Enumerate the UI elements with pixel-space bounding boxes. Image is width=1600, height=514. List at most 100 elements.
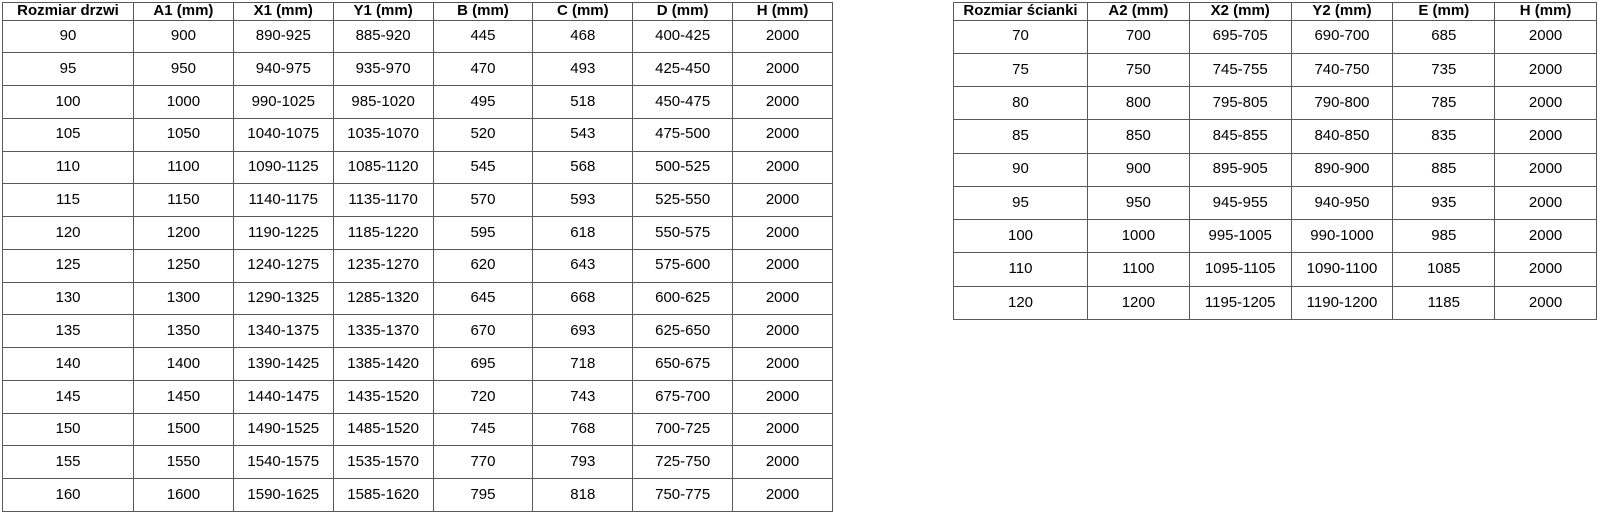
table-cell: 2000: [1494, 219, 1597, 254]
header-row: Rozmiar ścianki A2 (mm) X2 (mm) Y2 (mm) E (m…: [953, 2, 1597, 21]
table-cell: 845-855: [1188, 119, 1292, 154]
table-cell: 1235-1270: [332, 248, 434, 283]
row-size-cell: 140: [2, 347, 134, 381]
table-cell: 1135-1170: [332, 183, 434, 218]
table-cell: 425-450: [632, 52, 734, 87]
table-row: 75 750 745-755 740-750 735 2000: [953, 52, 1597, 88]
table-cell: 1140-1175: [232, 183, 334, 218]
table-cell: 940-950: [1290, 185, 1394, 221]
door-table-container: Rozmiar drzwi A1 (mm) X1 (mm) Y1 (mm) B (mm)…: [2, 2, 833, 512]
table-cell: 818: [532, 478, 634, 512]
table-cell: 1190-1225: [232, 216, 334, 250]
table-cell: 695-705: [1188, 19, 1292, 54]
column-header: D (mm): [632, 2, 734, 21]
table-row: 90 900 895-905 890-900 885 2000: [953, 152, 1597, 187]
table-cell: 750: [1087, 52, 1190, 88]
table-cell: 1535-1570: [332, 445, 434, 480]
table-cell: 668: [532, 281, 634, 316]
table-row: 145 1450 1440-1475 1435-1520 720 743 675-700 20…: [2, 379, 833, 414]
table-cell: 990-1000: [1290, 219, 1394, 254]
column-header: Rozmiar ścianki: [953, 2, 1088, 21]
table-cell: 690-700: [1290, 19, 1394, 54]
table-cell: 2000: [732, 52, 833, 87]
table-cell: 2000: [732, 314, 833, 349]
table-cell: 1050: [133, 117, 234, 152]
table-cell: 493: [532, 52, 634, 87]
table-cell: 1250: [133, 248, 234, 283]
table-cell: 750-775: [632, 478, 734, 512]
table-cell: 2000: [1494, 152, 1597, 187]
table-cell: 835: [1392, 119, 1496, 154]
table-cell: 2000: [1494, 86, 1597, 121]
table-row: 95 950 940-975 935-970 470 493 425-450 2000: [2, 52, 833, 87]
table-row: 105 1050 1040-1075 1035-1070 520 543 475-500 20…: [2, 117, 833, 152]
table-cell: 1600: [133, 478, 234, 512]
table-cell: 643: [532, 248, 634, 283]
column-header: Y2 (mm): [1290, 2, 1394, 21]
row-size-cell: 145: [2, 379, 134, 414]
row-size-cell: 85: [953, 119, 1088, 154]
row-size-cell: 150: [2, 412, 134, 447]
table-cell: 2000: [732, 150, 833, 185]
column-header: Y1 (mm): [332, 2, 434, 21]
column-header: A2 (mm): [1087, 2, 1190, 21]
table-cell: 935-970: [332, 52, 434, 87]
table-cell: 1040-1075: [232, 117, 334, 152]
row-size-cell: 130: [2, 281, 134, 316]
table-cell: 1200: [133, 216, 234, 250]
table-cell: 650-675: [632, 347, 734, 381]
table-row: 140 1400 1390-1425 1385-1420 695 718 650-675 20…: [2, 347, 833, 381]
table-cell: 2000: [732, 248, 833, 283]
table-row: 110 1100 1090-1125 1085-1120 545 568 500-525 20…: [2, 150, 833, 185]
table-cell: 1500: [133, 412, 234, 447]
row-size-cell: 115: [2, 183, 134, 218]
table-cell: 1195-1205: [1188, 285, 1292, 321]
table-cell: 718: [532, 347, 634, 381]
table-row: 70 700 695-705 690-700 685 2000: [953, 19, 1597, 54]
table-cell: 2000: [732, 19, 833, 54]
table-cell: 2000: [732, 379, 833, 414]
table-cell: 985: [1392, 219, 1496, 254]
wall-panel-size-table: Rozmiar ścianki A2 (mm) X2 (mm) Y2 (mm) E (m…: [953, 2, 1597, 321]
table-cell: 2000: [732, 412, 833, 447]
table-cell: 2000: [1494, 52, 1597, 88]
row-size-cell: 155: [2, 445, 134, 480]
table-row: 125 1250 1240-1275 1235-1270 620 643 575-600 20…: [2, 248, 833, 283]
table-cell: 885: [1392, 152, 1496, 187]
table-cell: 450-475: [632, 85, 734, 119]
table-cell: 468: [532, 19, 634, 54]
table-row: 115 1150 1140-1175 1135-1170 570 593 525-550 20…: [2, 183, 833, 218]
table-cell: 1095-1105: [1188, 252, 1292, 287]
table-cell: 2000: [732, 85, 833, 119]
table-cell: 945-955: [1188, 185, 1292, 221]
table-cell: 985-1020: [332, 85, 434, 119]
table-row: 90 900 890-925 885-920 445 468 400-425 2000: [2, 19, 833, 54]
table-cell: 695: [432, 347, 534, 381]
row-size-cell: 95: [2, 52, 134, 87]
table-cell: 1240-1275: [232, 248, 334, 283]
table-row: 110 1100 1095-1105 1090-1100 1085 2000: [953, 252, 1597, 287]
table-cell: 740-750: [1290, 52, 1394, 88]
table-cell: 545: [432, 150, 534, 185]
table-cell: 1400: [133, 347, 234, 381]
row-size-cell: 120: [2, 216, 134, 250]
table-cell: 1590-1625: [232, 478, 334, 512]
table-cell: 2000: [732, 216, 833, 250]
table-cell: 895-905: [1188, 152, 1292, 187]
table-cell: 685: [1392, 19, 1496, 54]
table-cell: 2000: [1494, 119, 1597, 154]
row-size-cell: 100: [953, 219, 1088, 254]
table-cell: 2000: [1494, 185, 1597, 221]
table-cell: 2000: [732, 445, 833, 480]
table-cell: 675-700: [632, 379, 734, 414]
table-cell: 1350: [133, 314, 234, 349]
table-cell: 1190-1200: [1290, 285, 1394, 321]
column-header: Rozmiar drzwi: [2, 2, 134, 21]
table-cell: 1085: [1392, 252, 1496, 287]
table-cell: 445: [432, 19, 534, 54]
table-cell: 2000: [732, 478, 833, 512]
table-cell: 935: [1392, 185, 1496, 221]
table-cell: 1090-1100: [1290, 252, 1394, 287]
table-cell: 1185: [1392, 285, 1496, 321]
column-header: E (mm): [1392, 2, 1496, 21]
